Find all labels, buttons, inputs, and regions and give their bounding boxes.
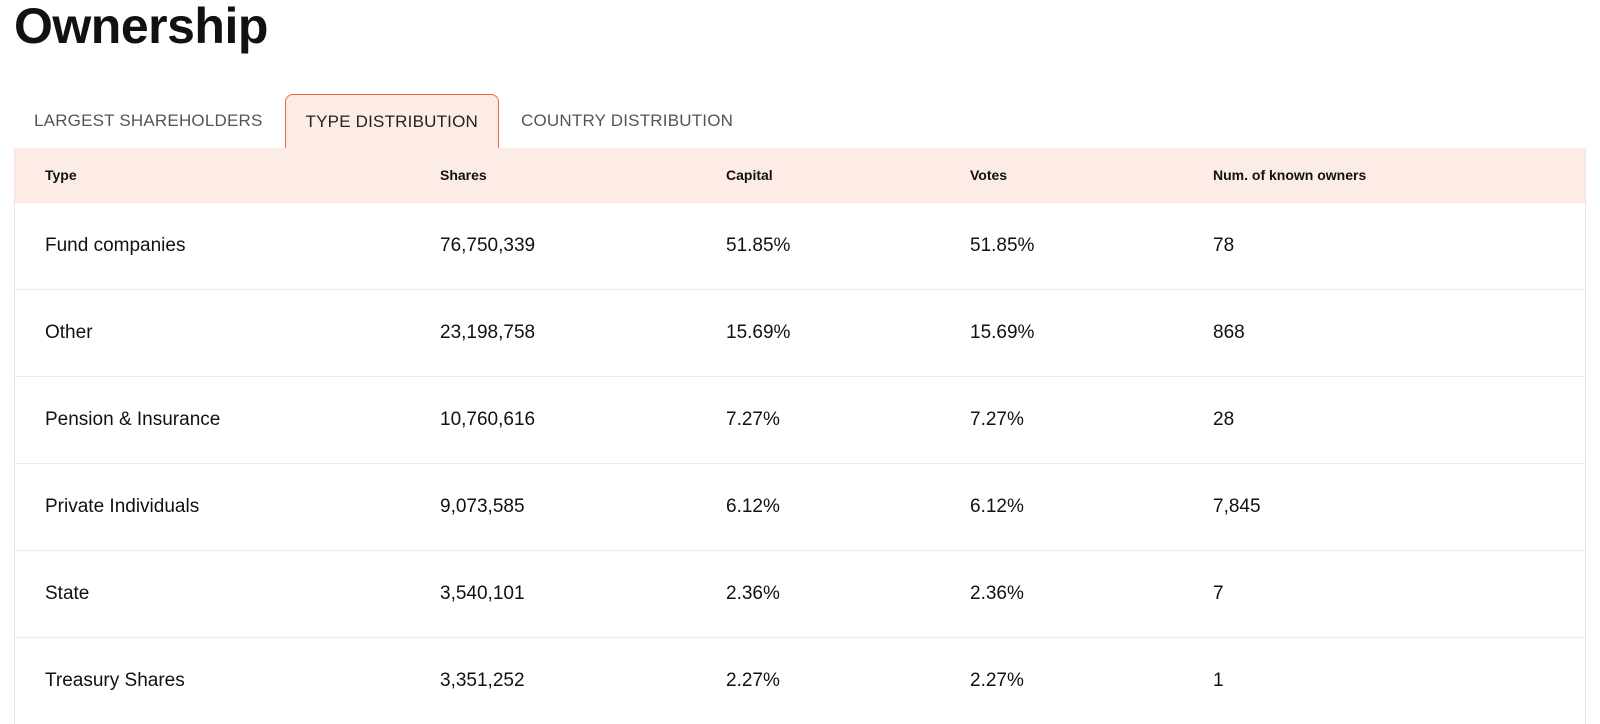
cell-owners: 7 (1213, 550, 1585, 638)
cell-capital: 15.69% (726, 289, 970, 377)
tab-country-distribution[interactable]: COUNTRY DISTRIBUTION (521, 111, 734, 130)
table-row: Pension & Insurance 10,760,616 7.27% 7.2… (15, 376, 1585, 464)
cell-type: Treasury Shares (15, 637, 440, 724)
cell-capital: 6.12% (726, 463, 970, 551)
cell-shares: 23,198,758 (440, 289, 726, 377)
cell-shares: 3,540,101 (440, 550, 726, 638)
type-distribution-table: Type Shares Capital Votes Num. of known … (14, 148, 1586, 724)
cell-votes: 51.85% (970, 202, 1213, 290)
cell-owners: 7,845 (1213, 463, 1585, 551)
cell-shares: 76,750,339 (440, 202, 726, 290)
column-header-capital[interactable]: Capital (726, 148, 970, 203)
cell-shares: 9,073,585 (440, 463, 726, 551)
table-row: State 3,540,101 2.36% 2.36% 7 (15, 550, 1585, 638)
cell-votes: 2.36% (970, 550, 1213, 638)
ownership-tabs: LARGEST SHAREHOLDERS TYPE DISTRIBUTION C… (14, 94, 753, 148)
cell-owners: 1 (1213, 637, 1585, 724)
cell-votes: 15.69% (970, 289, 1213, 377)
column-header-owners[interactable]: Num. of known owners (1213, 148, 1585, 203)
table-header-row: Type Shares Capital Votes Num. of known … (15, 148, 1585, 203)
cell-votes: 6.12% (970, 463, 1213, 551)
cell-capital: 7.27% (726, 376, 970, 464)
cell-shares: 10,760,616 (440, 376, 726, 464)
table-row: Private Individuals 9,073,585 6.12% 6.12… (15, 463, 1585, 551)
cell-owners: 868 (1213, 289, 1585, 377)
table-row: Treasury Shares 3,351,252 2.27% 2.27% 1 (15, 637, 1585, 724)
cell-type: Private Individuals (15, 463, 440, 551)
cell-owners: 28 (1213, 376, 1585, 464)
cell-votes: 2.27% (970, 637, 1213, 724)
tab-largest-shareholders[interactable]: LARGEST SHAREHOLDERS (34, 111, 263, 130)
table-row: Other 23,198,758 15.69% 15.69% 868 (15, 289, 1585, 377)
cell-capital: 2.36% (726, 550, 970, 638)
column-header-shares[interactable]: Shares (440, 148, 726, 203)
cell-type: State (15, 550, 440, 638)
tab-type-distribution[interactable]: TYPE DISTRIBUTION (284, 94, 500, 148)
cell-capital: 2.27% (726, 637, 970, 724)
column-header-votes[interactable]: Votes (970, 148, 1213, 203)
cell-type: Pension & Insurance (15, 376, 440, 464)
cell-votes: 7.27% (970, 376, 1213, 464)
cell-type: Other (15, 289, 440, 377)
cell-type: Fund companies (15, 202, 440, 290)
page-title: Ownership (14, 0, 268, 54)
column-header-type[interactable]: Type (15, 148, 440, 203)
cell-capital: 51.85% (726, 202, 970, 290)
cell-owners: 78 (1213, 202, 1585, 290)
cell-shares: 3,351,252 (440, 637, 726, 724)
table-row: Fund companies 76,750,339 51.85% 51.85% … (15, 202, 1585, 290)
